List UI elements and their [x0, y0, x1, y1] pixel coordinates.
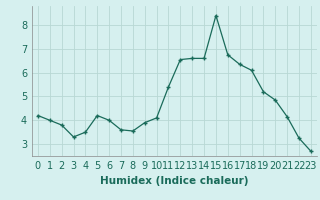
- X-axis label: Humidex (Indice chaleur): Humidex (Indice chaleur): [100, 176, 249, 186]
